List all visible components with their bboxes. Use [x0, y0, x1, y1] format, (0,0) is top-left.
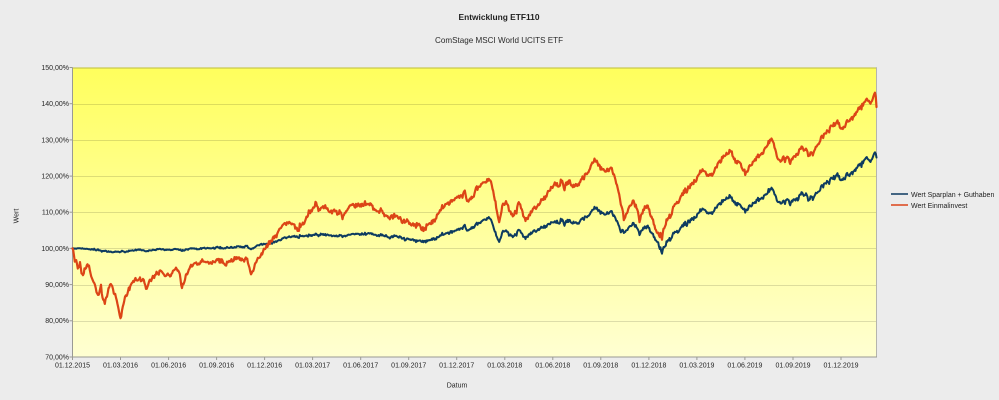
svg-text:01.03.2017: 01.03.2017	[295, 363, 330, 370]
svg-text:01.12.2015: 01.12.2015	[55, 363, 90, 370]
svg-text:Datum: Datum	[447, 383, 468, 390]
svg-text:Entwicklung ETF110: Entwicklung ETF110	[459, 12, 540, 22]
svg-text:01.09.2018: 01.09.2018	[583, 363, 618, 370]
svg-text:01.12.2019: 01.12.2019	[823, 363, 858, 370]
svg-text:140,00%: 140,00%	[41, 101, 69, 108]
svg-text:150,00%: 150,00%	[41, 65, 69, 72]
svg-text:01.09.2019: 01.09.2019	[775, 363, 810, 370]
svg-text:01.03.2016: 01.03.2016	[103, 363, 138, 370]
svg-text:120,00%: 120,00%	[41, 174, 69, 181]
svg-text:130,00%: 130,00%	[41, 137, 69, 144]
svg-text:01.12.2017: 01.12.2017	[439, 363, 474, 370]
svg-text:01.06.2017: 01.06.2017	[343, 363, 378, 370]
svg-text:01.12.2018: 01.12.2018	[631, 363, 666, 370]
svg-text:01.12.2016: 01.12.2016	[247, 363, 282, 370]
svg-text:ComStage MSCI World UCITS ETF: ComStage MSCI World UCITS ETF	[435, 36, 563, 45]
svg-text:01.06.2018: 01.06.2018	[535, 363, 570, 370]
svg-text:01.09.2016: 01.09.2016	[199, 363, 234, 370]
svg-text:80,00%: 80,00%	[45, 318, 69, 325]
svg-text:110,00%: 110,00%	[42, 210, 69, 217]
svg-text:01.09.2017: 01.09.2017	[391, 363, 426, 370]
svg-text:70,00%: 70,00%	[45, 354, 69, 361]
svg-text:01.03.2019: 01.03.2019	[679, 363, 714, 370]
svg-text:100,00%: 100,00%	[41, 246, 69, 253]
svg-text:01.03.2018: 01.03.2018	[487, 363, 522, 370]
svg-text:Wert: Wert	[14, 209, 21, 224]
svg-text:90,00%: 90,00%	[45, 282, 69, 289]
svg-text:01.06.2016: 01.06.2016	[151, 363, 186, 370]
svg-text:01.06.2019: 01.06.2019	[727, 363, 762, 370]
svg-text:Wert Sparplan + Guthaben: Wert Sparplan + Guthaben	[911, 192, 994, 199]
svg-text:Wert Einmalinvest: Wert Einmalinvest	[911, 203, 967, 210]
